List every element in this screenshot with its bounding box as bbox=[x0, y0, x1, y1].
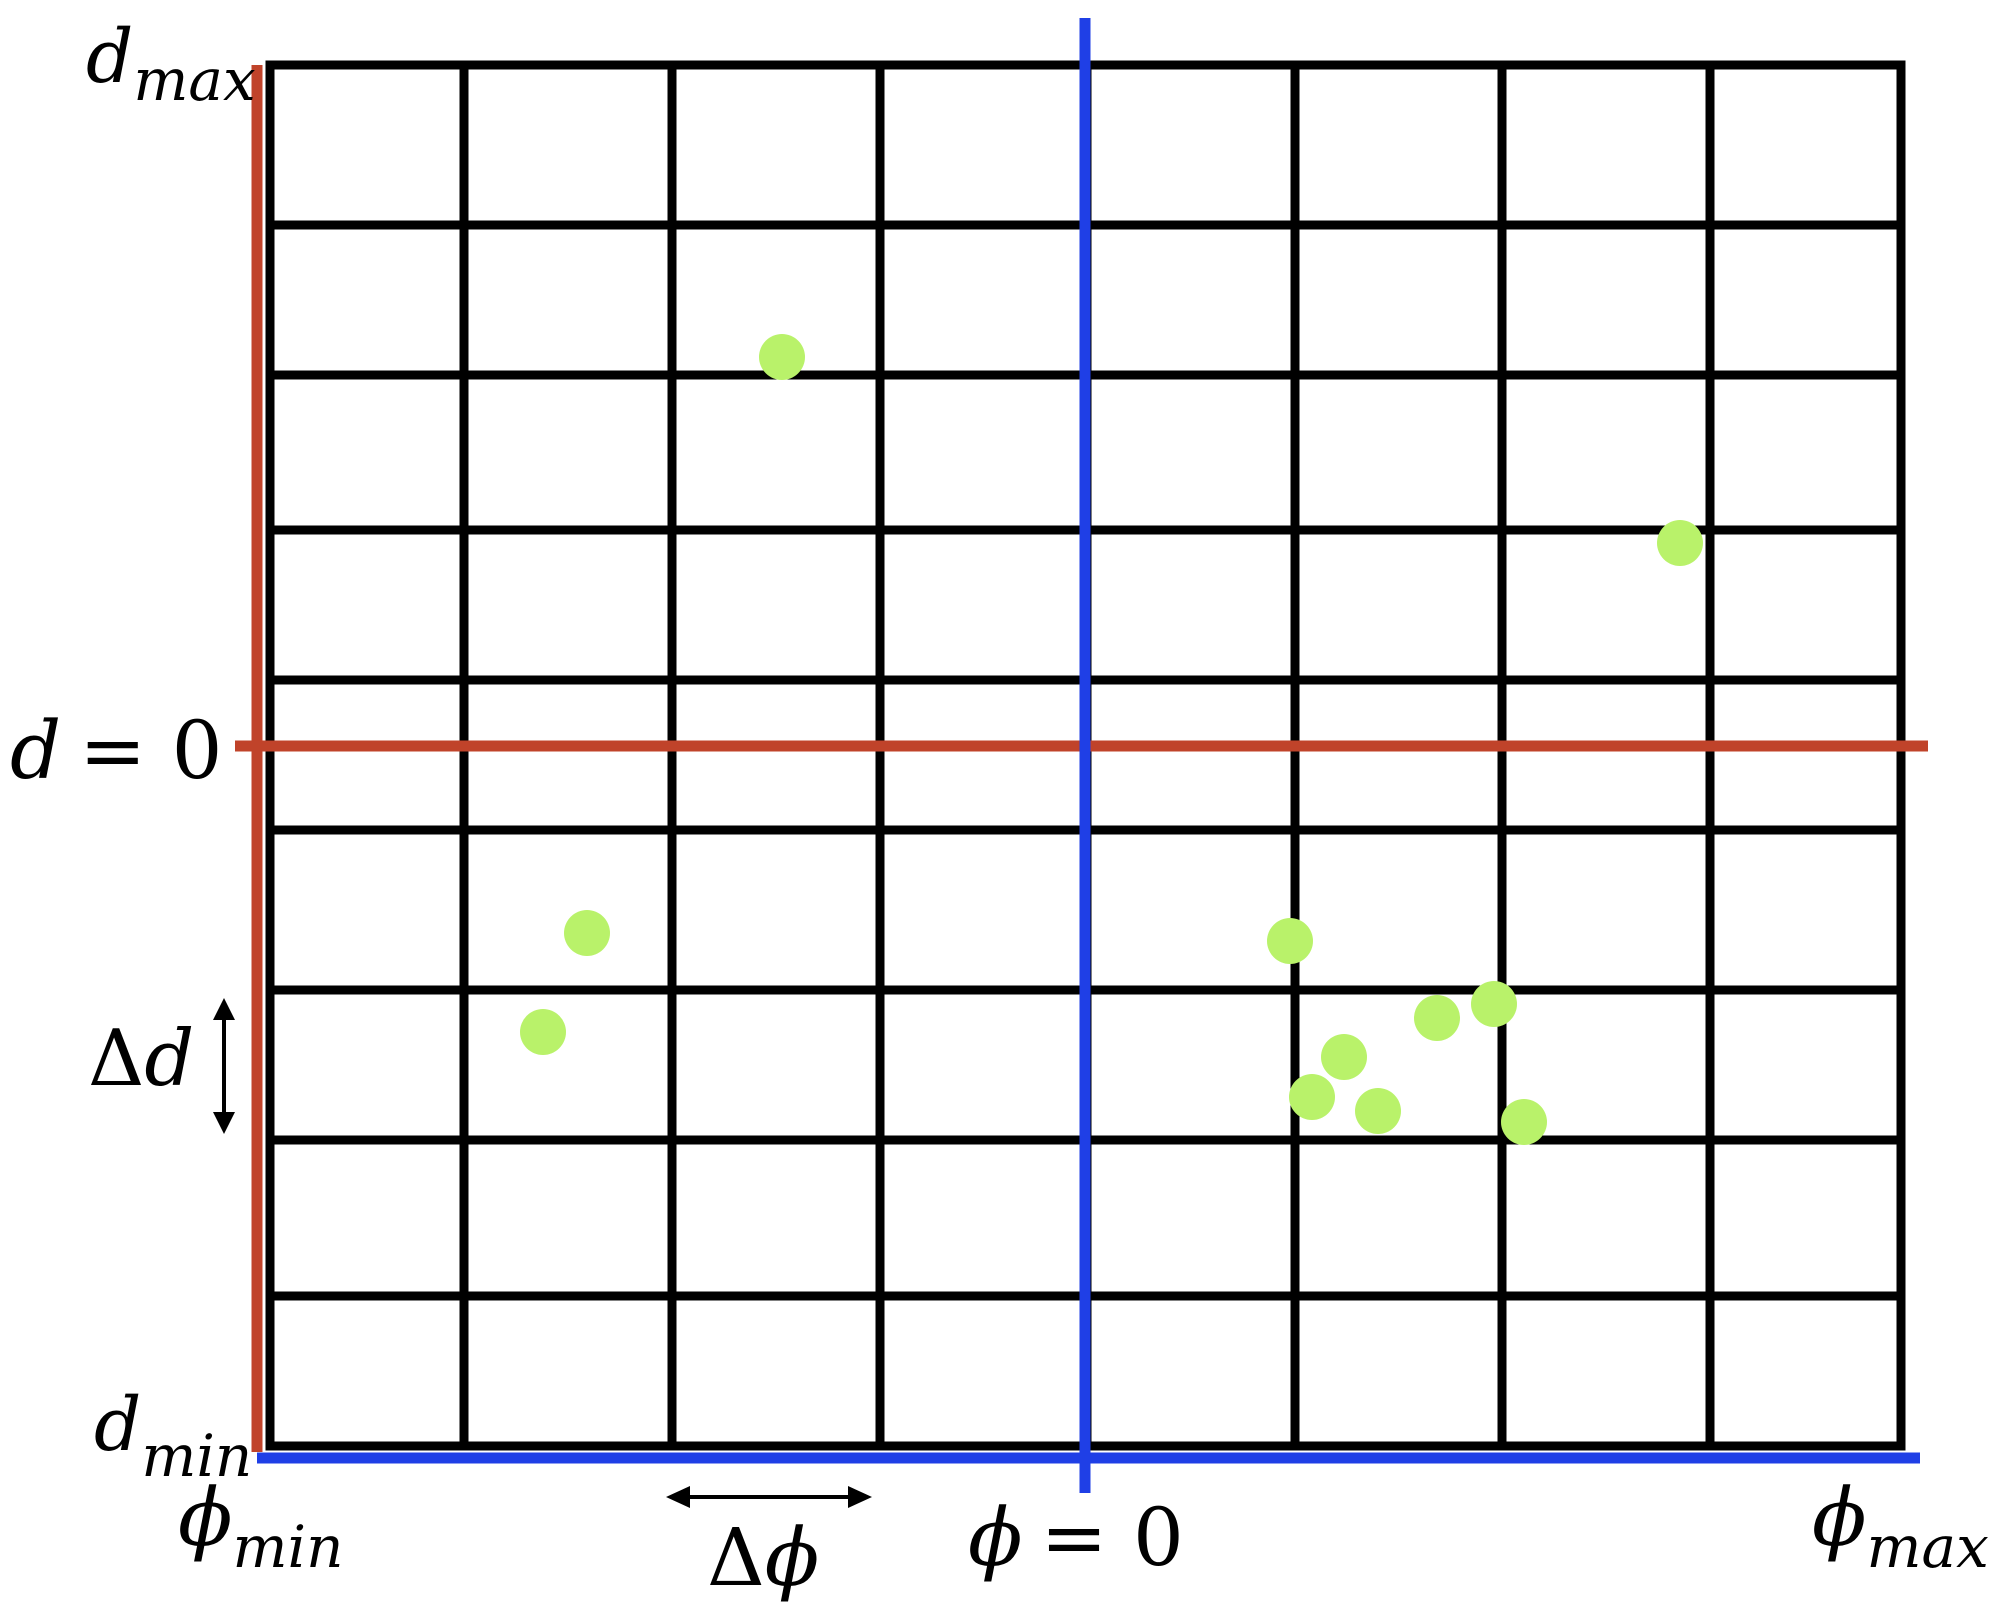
data-point bbox=[1355, 1088, 1401, 1134]
data-point bbox=[759, 334, 805, 380]
data-point bbox=[564, 910, 610, 956]
data-point bbox=[1471, 981, 1517, 1027]
delta-phi-arrowhead-left bbox=[666, 1486, 690, 1508]
delta-arrows bbox=[213, 998, 872, 1508]
data-point bbox=[1414, 995, 1460, 1041]
data-points bbox=[520, 334, 1703, 1145]
phi-max-label: ϕmax bbox=[1812, 1471, 1989, 1581]
delta-d-label: Δd bbox=[88, 1014, 194, 1104]
data-point bbox=[1321, 1034, 1367, 1080]
data-point bbox=[1289, 1074, 1335, 1120]
data-point bbox=[1501, 1099, 1547, 1145]
delta-d-arrowhead-top bbox=[213, 998, 235, 1020]
delta-d-arrowhead-bottom bbox=[213, 1112, 235, 1134]
d-max-label: dmax bbox=[86, 14, 256, 114]
labels: dmax d = 0 Δd dmin ϕmin Δϕ ϕ = 0 ϕmax bbox=[10, 14, 1989, 1604]
d-min-label: dmin bbox=[94, 1382, 252, 1490]
data-point bbox=[520, 1009, 566, 1055]
axes bbox=[235, 18, 1928, 1493]
delta-phi-arrowhead-right bbox=[848, 1486, 872, 1508]
phi-zero-label: ϕ = 0 bbox=[968, 1491, 1184, 1584]
d-zero-label: d = 0 bbox=[10, 704, 223, 797]
data-point bbox=[1267, 918, 1313, 964]
data-point bbox=[1657, 520, 1703, 566]
delta-phi-label: Δϕ bbox=[707, 1511, 819, 1604]
phi-min-label: ϕmin bbox=[178, 1471, 343, 1581]
